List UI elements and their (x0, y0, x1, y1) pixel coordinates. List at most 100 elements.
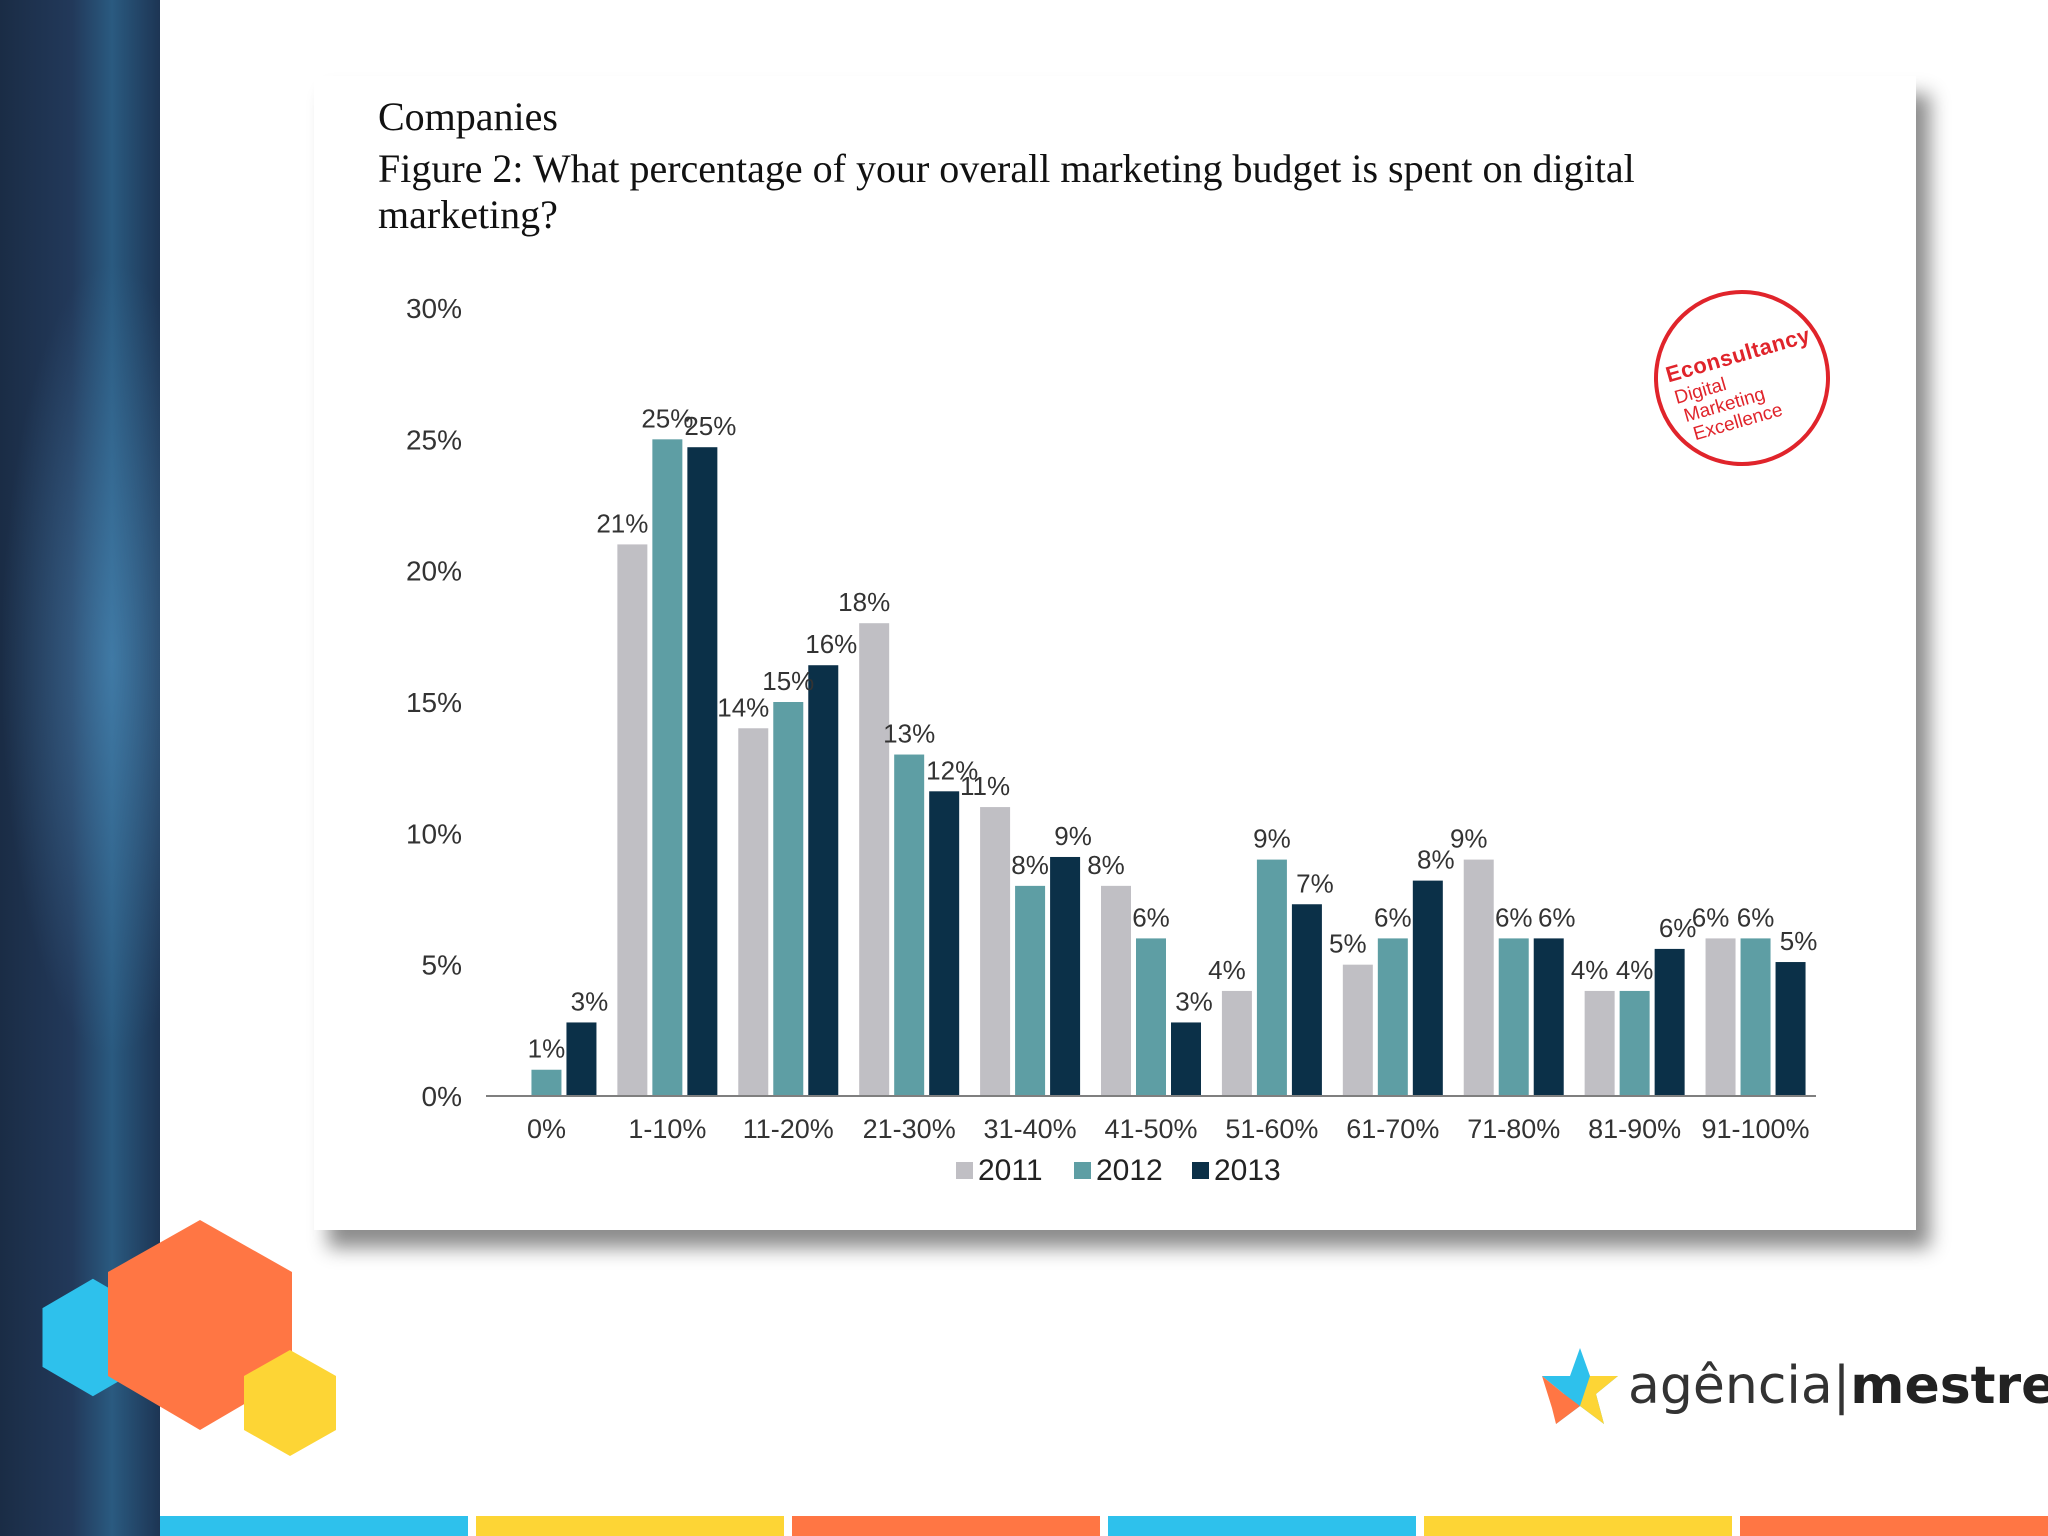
bar-2012-0% (531, 1069, 562, 1096)
bar-2012-91-100% (1740, 938, 1771, 1096)
data-label-2012-51-60%: 9% (1253, 824, 1291, 854)
x-tick-label: 1-10% (628, 1114, 706, 1144)
bar-2012-11-20% (773, 702, 804, 1096)
bar-2013-41-50% (1171, 1022, 1201, 1096)
legend-swatch-2013 (1192, 1162, 1209, 1179)
bar-2012-41-50% (1136, 938, 1166, 1096)
data-label-2013-91-100%: 5% (1780, 926, 1818, 956)
data-label-2012-21-30%: 13% (883, 719, 935, 749)
bar-2013-31-40% (1050, 856, 1081, 1096)
yellow-hexagon (244, 1350, 336, 1456)
figure-title: Figure 2: What percentage of your overal… (378, 146, 1635, 237)
x-tick-label: 41-50% (1104, 1114, 1197, 1144)
bar-2013-0% (566, 1022, 597, 1096)
data-label-2012-61-70%: 6% (1374, 902, 1412, 932)
logo-text-agencia: agência (1628, 1356, 1833, 1416)
bar-2012-1-10% (652, 439, 683, 1096)
bottom-color-strips (160, 1516, 2048, 1536)
bar-chart: 0%5%10%15%20%25%30% 1%3%21%25%25%14%15%1… (406, 293, 1818, 1187)
data-label-2013-61-70%: 8% (1417, 845, 1455, 875)
bar-2012-21-30% (894, 754, 925, 1096)
data-label-2012-11-20%: 15% (762, 666, 814, 696)
bottom-strip-2 (476, 1516, 784, 1536)
bar-2011-31-40% (980, 807, 1011, 1096)
data-label-2011-31-40%: 11% (960, 771, 1010, 801)
x-tick-label: 51-60% (1225, 1114, 1318, 1144)
bar-2011-61-70% (1342, 964, 1373, 1096)
data-label-2013-71-80%: 6% (1538, 902, 1576, 932)
star-logo-icon (1542, 1348, 1618, 1424)
bar-2011-51-60% (1221, 990, 1252, 1096)
data-label-2013-0%: 3% (571, 986, 609, 1016)
x-tick-label: 91-100% (1701, 1114, 1809, 1144)
y-tick-label: 5% (422, 950, 462, 981)
data-label-2013-11-20%: 16% (805, 629, 857, 659)
data-label-2011-91-100%: 6% (1692, 902, 1730, 932)
data-label-2011-51-60%: 4% (1208, 955, 1246, 985)
data-label-2013-41-50%: 3% (1175, 986, 1213, 1016)
data-label-2012-31-40%: 8% (1011, 850, 1049, 880)
y-tick-label: 20% (406, 556, 462, 587)
bar-2011-41-50% (1101, 885, 1131, 1096)
bar-2011-81-90% (1584, 990, 1615, 1096)
x-tick-label: 61-70% (1346, 1114, 1439, 1144)
bottom-strip-5 (1424, 1516, 1732, 1536)
stamp-brand: Econsultancy (1662, 322, 1814, 388)
bar-2012-51-60% (1256, 859, 1287, 1096)
y-tick-label: 15% (406, 687, 462, 718)
legend-label-2013: 2013 (1214, 1154, 1281, 1187)
x-tick-label: 0% (527, 1114, 566, 1144)
x-tick-label: 71-80% (1467, 1114, 1560, 1144)
legend-swatch-2011 (956, 1162, 973, 1179)
bar-2013-71-80% (1533, 938, 1564, 1096)
legend-label-2011: 2011 (978, 1154, 1043, 1187)
bar-2011-1-10% (617, 544, 648, 1096)
logo-separator: | (1832, 1356, 1851, 1416)
bar-2012-71-80% (1498, 938, 1529, 1096)
y-tick-label: 0% (422, 1081, 462, 1112)
bar-2012-81-90% (1619, 990, 1650, 1096)
agencia-mestre-logo: agência|mestre (1538, 1346, 2048, 1436)
data-label-2011-41-50%: 8% (1087, 850, 1125, 880)
data-label-2012-1-10%: 25% (641, 403, 693, 433)
logo-text-mestre: mestre (1850, 1356, 2048, 1416)
bar-2013-1-10% (687, 447, 718, 1096)
data-label-2012-0%: 1% (528, 1034, 566, 1064)
x-tick-label: 81-90% (1588, 1114, 1681, 1144)
bar-2011-91-100% (1705, 938, 1736, 1096)
chart-card: Companies Figure 2: What percentage of y… (314, 76, 1916, 1230)
bottom-strip-4 (1108, 1516, 1416, 1536)
legend-label-2012: 2012 (1096, 1154, 1163, 1187)
x-tick-label: 31-40% (984, 1114, 1077, 1144)
bar-2013-81-90% (1654, 948, 1685, 1096)
data-label-2011-81-90%: 4% (1571, 955, 1609, 985)
data-label-2013-51-60%: 7% (1296, 868, 1334, 898)
bar-2013-21-30% (929, 791, 960, 1096)
data-label-2013-81-90%: 6% (1659, 913, 1697, 943)
legend-swatch-2012 (1074, 1162, 1091, 1179)
bar-2011-71-80% (1463, 859, 1494, 1096)
bar-2013-51-60% (1291, 904, 1322, 1096)
data-label-2013-31-40%: 9% (1054, 821, 1092, 851)
data-label-2012-41-50%: 6% (1132, 902, 1170, 932)
bar-2012-61-70% (1377, 938, 1408, 1096)
bottom-strip-6 (1740, 1516, 2048, 1536)
data-label-2013-21-30%: 12% (926, 755, 978, 785)
bar-2011-11-20% (738, 728, 769, 1096)
y-tick-label: 10% (406, 818, 462, 849)
data-label-2013-1-10%: 25% (684, 411, 736, 441)
bar-2011-21-30% (859, 623, 890, 1096)
y-tick-label: 25% (406, 424, 462, 455)
bar-2013-91-100% (1775, 962, 1806, 1096)
bar-2012-31-40% (1015, 885, 1046, 1096)
decorative-hexagons (42, 1220, 336, 1456)
data-label-2011-21-30%: 18% (838, 587, 890, 617)
data-label-2011-71-80%: 9% (1450, 824, 1488, 854)
company-label: Companies (378, 94, 558, 139)
bar-2013-11-20% (808, 665, 839, 1096)
bar-2013-61-70% (1412, 880, 1443, 1096)
data-label-2012-81-90%: 4% (1616, 955, 1654, 985)
data-label-2011-1-10%: 21% (596, 508, 648, 538)
data-label-2011-11-20%: 14% (717, 692, 769, 722)
data-label-2011-61-70%: 5% (1329, 929, 1367, 959)
